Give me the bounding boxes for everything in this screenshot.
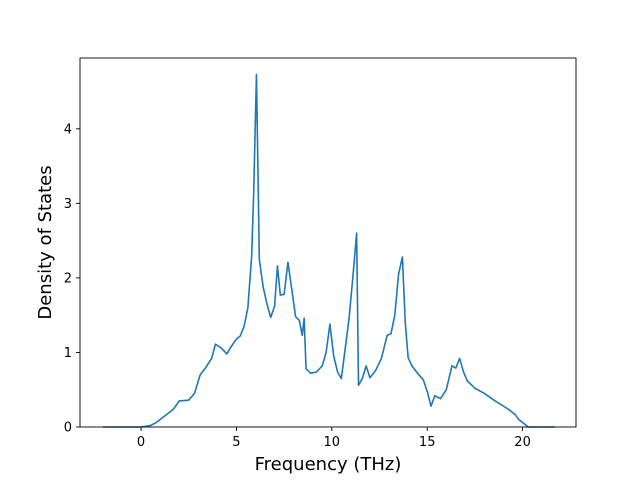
x-tick-label: 5 xyxy=(232,435,240,450)
x-tick-label: 0 xyxy=(137,435,145,450)
plot-frame xyxy=(79,57,577,428)
y-tick-label: 3 xyxy=(64,197,72,212)
y-axis-ticks: 0 1 2 3 4 xyxy=(64,122,80,436)
x-tick-label: 10 xyxy=(324,435,341,450)
y-tick-label: 4 xyxy=(64,122,72,137)
y-tick-label: 1 xyxy=(64,346,72,361)
x-tick-label: 15 xyxy=(419,435,436,450)
y-tick-label: 0 xyxy=(64,421,72,436)
dos-series-line xyxy=(102,73,556,428)
y-axis-title: Density of States xyxy=(35,165,56,319)
y-tick-label: 2 xyxy=(64,271,72,286)
x-axis-ticks: 0 5 10 15 20 xyxy=(137,427,531,450)
x-tick-label: 20 xyxy=(514,435,531,450)
plot-background xyxy=(80,58,576,427)
x-axis-title: Frequency (THz) xyxy=(255,454,402,475)
